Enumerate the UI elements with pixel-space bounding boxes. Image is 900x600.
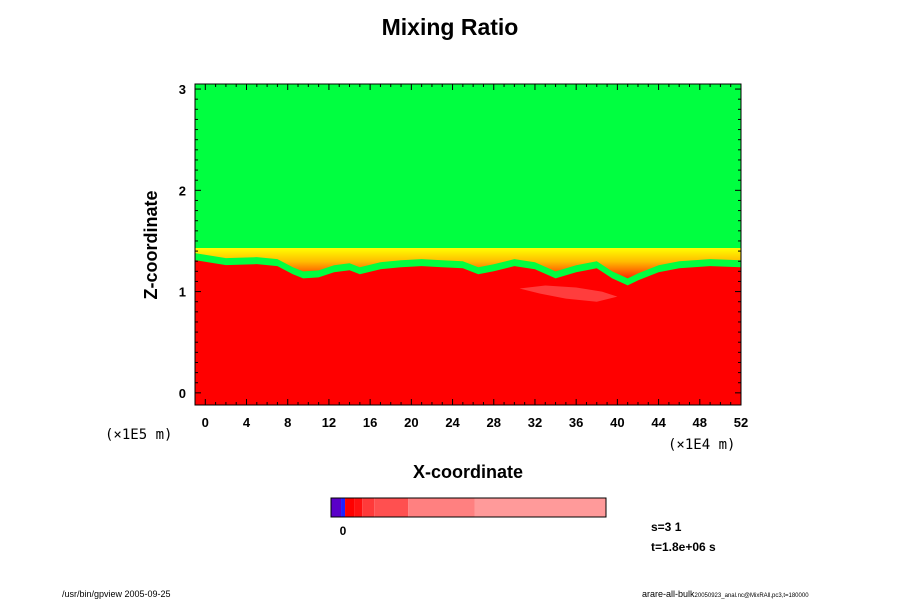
colorbar [330, 497, 607, 518]
x-tick-label: 44 [651, 415, 666, 430]
x-tick-label: 52 [734, 415, 748, 430]
y-axis-unit: (×1E5 m) [105, 427, 172, 443]
page-title: Mixing Ratio [381, 14, 519, 40]
x-tick-label: 16 [363, 415, 377, 430]
colorbar-segment [362, 498, 375, 517]
x-tick-label: 28 [487, 415, 501, 430]
y-tick-label: 2 [179, 183, 186, 198]
colorbar-segment [354, 498, 363, 517]
x-tick-label: 32 [528, 415, 542, 430]
colorbar-frame [330, 497, 607, 518]
plot-frame [194, 83, 742, 406]
colorbar-segment [374, 498, 409, 517]
colorbar-segment [408, 498, 475, 517]
footer-left: /usr/bin/gpview 2005-09-25 [62, 589, 171, 599]
colorbar-segment [474, 498, 606, 517]
footer-right-small: 20050923_anal.nc@MixRAll,pc3,t=180000 [695, 593, 810, 599]
y-tick-label: 1 [179, 285, 186, 300]
info-time: t=1.8e+06 s [651, 540, 716, 554]
colorbar-tick-label: 0 [340, 524, 347, 538]
x-axis-title: X-coordinate [413, 462, 523, 482]
light-red-patch [519, 285, 618, 302]
transition-band [195, 248, 741, 279]
x-tick-label: 40 [610, 415, 624, 430]
footer-right: arare-all-bulk20050923_anal.nc@MixRAll,p… [642, 589, 809, 599]
colorbar-segment [331, 498, 342, 517]
x-tick-label: 12 [322, 415, 336, 430]
x-tick-label: 8 [284, 415, 291, 430]
x-axis-unit: (×1E4 m) [668, 437, 735, 453]
y-axis-title: Z-coordinate [141, 190, 161, 299]
colorbar-segment [345, 498, 355, 517]
footer-right-main: arare-all-bulk [642, 589, 695, 599]
x-tick-label: 20 [404, 415, 418, 430]
lower-region [195, 260, 741, 405]
plot-area [195, 84, 741, 405]
y-tick-label: 3 [179, 82, 186, 97]
x-tick-label: 24 [445, 415, 460, 430]
info-sigma: s=3 1 [651, 520, 682, 534]
x-tick-label: 36 [569, 415, 583, 430]
y-tick-label: 0 [179, 386, 186, 401]
x-tick-label: 48 [693, 415, 707, 430]
colorbar-segment [341, 498, 346, 517]
x-tick-label: 0 [202, 415, 209, 430]
x-tick-label: 4 [243, 415, 251, 430]
